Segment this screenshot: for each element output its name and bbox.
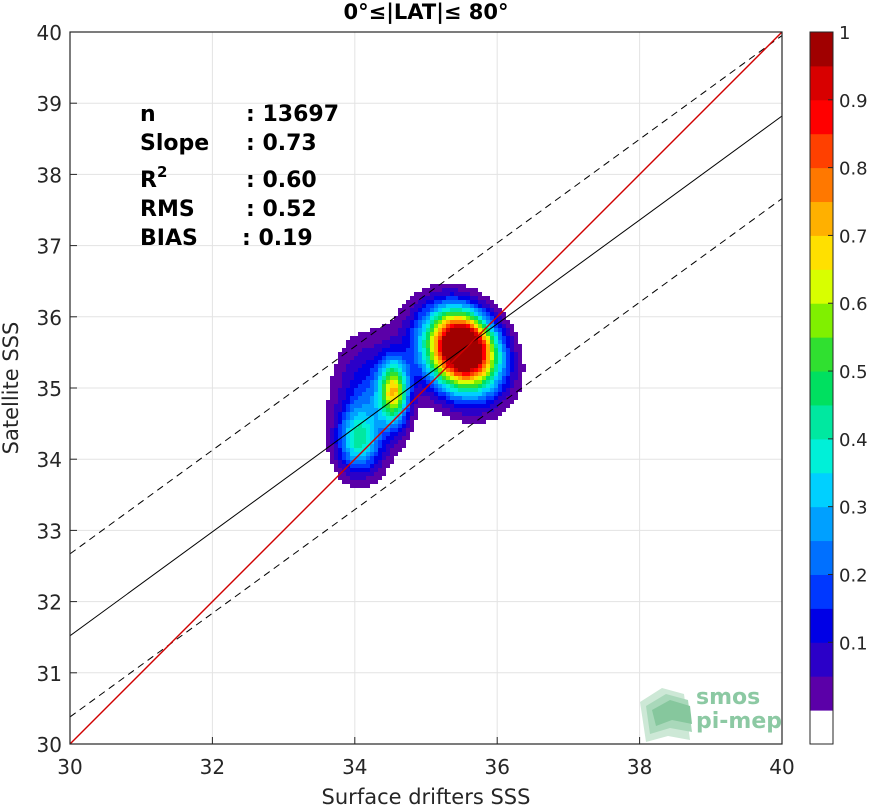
y-tick-label: 36	[37, 306, 62, 330]
stat-label: RMS	[140, 197, 195, 222]
colorbar-segment	[810, 133, 833, 169]
density-level-17	[438, 324, 486, 376]
y-tick-label: 35	[37, 377, 62, 401]
colorbar-tick-label: 0.2	[839, 565, 868, 586]
colorbar-tick-label: 0.9	[839, 91, 868, 112]
colorbar-segment	[810, 710, 833, 745]
y-tick-label: 39	[37, 92, 62, 116]
grid	[69, 31, 783, 745]
x-tick-label: 32	[200, 755, 225, 779]
density-level-11	[382, 312, 494, 412]
colorbar: 0.1 0.2 0.3 0.4 0.5 0.6 0.7 0.8 0.9 1	[809, 23, 868, 745]
stat-label: n	[140, 102, 156, 127]
density-level-19	[442, 324, 482, 372]
colorbar-tick-label: 0.7	[839, 226, 868, 247]
colorbar-segment	[810, 438, 833, 474]
x-tick-label: 38	[627, 755, 652, 779]
y-axis-label: Satellite SSS	[0, 322, 23, 455]
x-axis-ticks: 30 32 34 36 38 40	[57, 737, 795, 779]
colorbar-segment	[810, 642, 833, 677]
colorbar-segment	[810, 574, 833, 609]
colorbar-frame	[809, 31, 834, 745]
colorbar-segment	[810, 32, 833, 67]
colorbar-segment	[810, 676, 833, 711]
colorbar-segment	[810, 371, 833, 406]
identity-line	[69, 31, 783, 745]
stat-superscript: 2	[157, 163, 167, 181]
stat-value: : 0.19	[242, 226, 313, 251]
density-level-13	[386, 316, 494, 404]
chart-title: 0°≤|LAT|≤ 80°	[343, 0, 508, 25]
y-tick-label: 32	[37, 591, 62, 615]
x-axis-label: Surface drifters SSS	[322, 785, 531, 808]
density-level-1	[326, 284, 526, 488]
colorbar-tick-label: 0.3	[839, 498, 868, 519]
y-tick-label: 31	[37, 662, 62, 686]
density-level-3	[334, 292, 514, 472]
colorbar-segment	[810, 303, 833, 338]
colorbar-tick-label: 0.8	[839, 159, 868, 180]
y-tick-label: 38	[37, 163, 62, 187]
colorbar-segment	[810, 269, 833, 304]
colorbar-tick-label: 0.4	[839, 430, 868, 451]
colorbar-segment	[810, 337, 833, 372]
colorbar-segment	[810, 608, 833, 643]
density-level-5	[342, 300, 506, 464]
logo-wave-icon	[640, 688, 692, 742]
fit-lines	[69, 31, 783, 745]
colorbar-segment	[810, 235, 833, 270]
colorbar-tick-label: 0.1	[839, 633, 868, 654]
colorbar-segment	[810, 506, 833, 542]
colorbar-segment	[810, 472, 833, 508]
stat-value: : 0.52	[246, 197, 317, 222]
y-axis-ticks: 30 31 32 33 34 35 36 37 38 39 40	[37, 21, 77, 757]
stat-value: : 0.60	[246, 168, 317, 193]
logo-line-1: smos	[696, 685, 760, 710]
colorbar-segment	[810, 167, 833, 203]
y-tick-label: 33	[37, 519, 62, 543]
colorbar-segment	[810, 65, 833, 101]
colorbar-tick-label: 0.5	[839, 362, 868, 383]
x-tick-label: 36	[484, 755, 509, 779]
regression-line	[69, 115, 783, 637]
colorbar-segment	[810, 201, 833, 236]
y-tick-label: 37	[37, 235, 62, 259]
y-tick-label: 34	[37, 448, 62, 472]
colorbar-segment	[810, 540, 833, 575]
stat-label: BIAS	[140, 226, 198, 251]
colorbar-segment	[810, 99, 833, 135]
colorbar-tick-label: 1	[839, 23, 850, 44]
colorbar-segment	[810, 404, 833, 440]
y-tick-label: 40	[37, 21, 62, 45]
stat-label: Slope	[140, 131, 209, 156]
upper-bound-line	[69, 35, 783, 555]
x-tick-label: 30	[57, 755, 82, 779]
stat-value: : 13697	[246, 102, 339, 127]
stat-value: : 0.73	[246, 131, 317, 156]
x-tick-label: 34	[342, 755, 367, 779]
colorbar-tick-label: 0.6	[839, 294, 868, 315]
smos-pi-mep-logo: smos pi-mep	[640, 685, 782, 742]
x-tick-label: 40	[769, 755, 794, 779]
plot-area: 30 32 34 36 38 40 30 31 32 33 34 35 36 37 38 39 40 n : 1…	[37, 21, 795, 779]
y-tick-label: 30	[37, 733, 62, 757]
logo-line-2: pi-mep	[696, 709, 782, 734]
lower-bound-line	[69, 198, 783, 718]
density-level-7	[346, 304, 502, 456]
